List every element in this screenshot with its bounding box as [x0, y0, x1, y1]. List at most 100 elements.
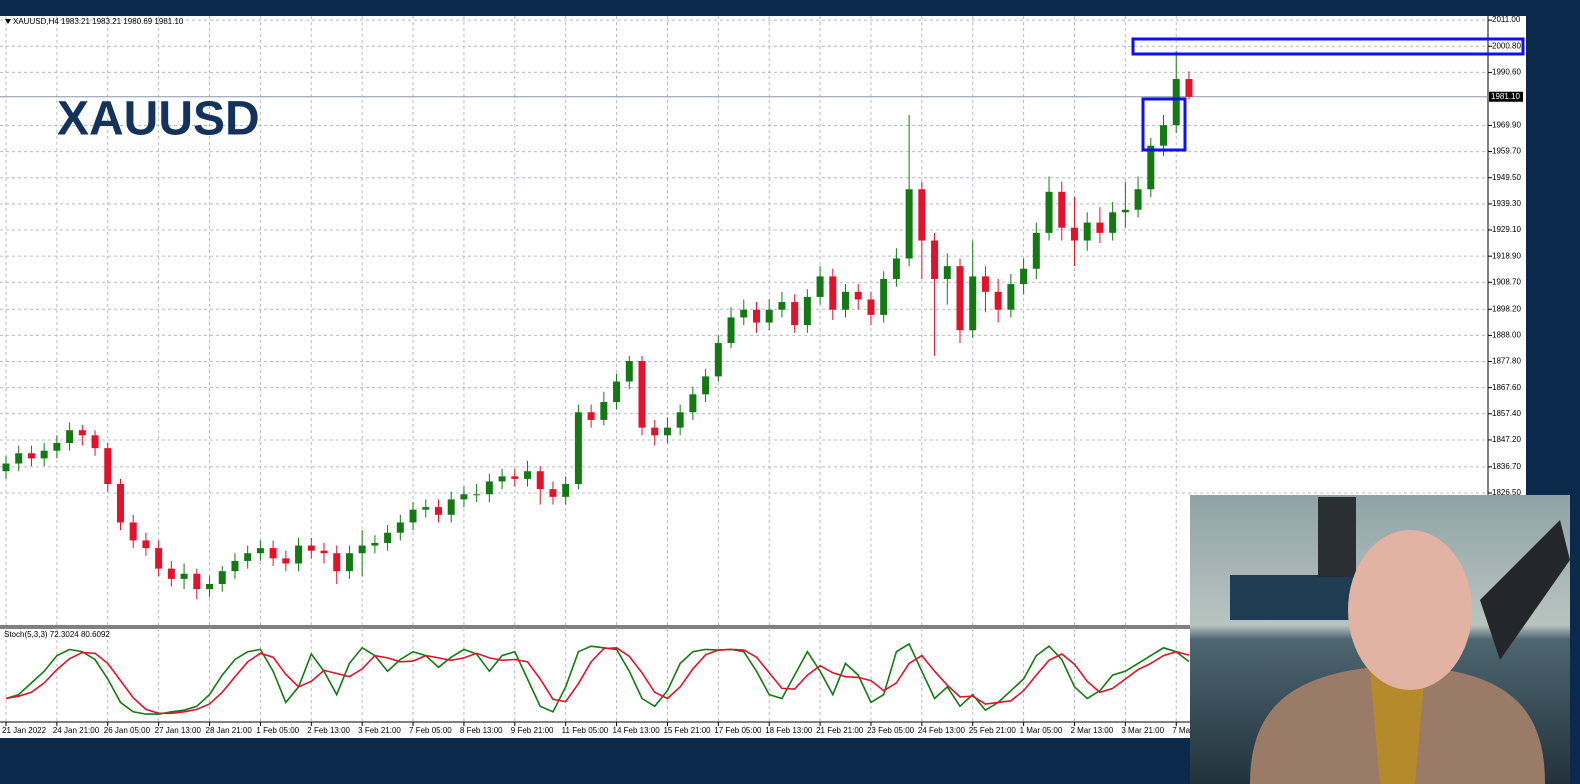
candle-body: [396, 522, 404, 533]
candle-body: [562, 484, 570, 497]
candle-body: [498, 476, 506, 482]
y-tick-label: 1867.60: [1492, 383, 1521, 392]
candle-body: [1058, 191, 1066, 228]
candle-body: [1172, 79, 1180, 126]
candle-body: [320, 550, 328, 554]
candle-body: [752, 309, 760, 323]
last-price-box: [1489, 91, 1523, 102]
candle-body: [193, 573, 201, 590]
candle-body: [727, 317, 735, 344]
candle-body: [1070, 227, 1078, 241]
face: [1348, 530, 1472, 690]
x-tick-label: 28 Jan 21:00: [206, 726, 253, 735]
y-tick-label: 1908.70: [1492, 277, 1521, 286]
x-tick-label: 1 Feb 05:00: [256, 726, 299, 735]
candle-body: [206, 583, 214, 590]
candle-body: [333, 553, 341, 572]
x-tick-label: 21 Feb 21:00: [816, 726, 864, 735]
highlight-box: [1131, 37, 1525, 56]
candle-body: [256, 548, 264, 554]
candle-body: [905, 189, 913, 259]
candle-body: [129, 522, 137, 541]
candle-body: [1185, 79, 1193, 97]
y-tick-label: 1959.70: [1492, 147, 1521, 156]
candle-body: [53, 443, 61, 451]
candle-body: [931, 240, 939, 279]
candle-body: [244, 553, 252, 561]
candle-body: [345, 553, 353, 572]
y-tick-label: 1918.90: [1492, 251, 1521, 260]
x-tick-label: 23 Feb 05:00: [867, 726, 915, 735]
microphone: [1480, 520, 1570, 660]
x-tick-label: 17 Feb 05:00: [714, 726, 762, 735]
candle-body: [791, 302, 799, 326]
candle-body: [218, 571, 226, 584]
x-tick-label: 8 Feb 13:00: [460, 726, 503, 735]
candle-body: [66, 430, 74, 444]
candle-body: [1083, 222, 1091, 241]
y-tick-label: 1826.50: [1492, 488, 1521, 497]
candle-body: [714, 343, 722, 377]
candle-body: [155, 548, 163, 569]
candle-body: [943, 266, 951, 279]
candle-body: [104, 448, 112, 485]
candle-body: [1160, 125, 1168, 146]
candle-body: [842, 291, 850, 310]
y-tick-label: 1898.20: [1492, 304, 1521, 313]
candle-body: [473, 494, 481, 496]
candle-body: [638, 360, 646, 428]
candle-body: [409, 509, 417, 523]
candle-body: [803, 296, 811, 326]
candle-body: [1147, 145, 1155, 190]
candle-body: [282, 558, 290, 564]
candle-body: [116, 484, 124, 523]
candle-body: [663, 427, 671, 436]
x-tick-label: 24 Jan 21:00: [53, 726, 100, 735]
x-tick-label: 18 Feb 13:00: [765, 726, 813, 735]
x-tick-label: 7 Feb 05:00: [409, 726, 452, 735]
candle-body: [27, 453, 35, 459]
candle-body: [1020, 268, 1028, 285]
y-tick-label: 1990.60: [1492, 67, 1521, 76]
candle-body: [702, 376, 710, 395]
x-tick-label: 25 Feb 21:00: [969, 726, 1017, 735]
stoch-label: Stoch(5,3,3) 72.3024 80.6092: [4, 630, 110, 639]
candle-body: [460, 494, 468, 500]
candle-body: [91, 435, 99, 449]
candle-body: [1007, 284, 1015, 310]
candle-body: [867, 299, 875, 315]
candle-body: [676, 412, 684, 428]
candle-body: [78, 430, 86, 436]
candle-body: [485, 481, 493, 495]
x-tick-label: 11 Feb 05:00: [562, 726, 609, 735]
x-tick-label: 1 Mar 05:00: [1020, 726, 1063, 735]
candle-body: [447, 499, 455, 515]
x-tick-label: 3 Feb 21:00: [358, 726, 401, 735]
candle-body: [511, 476, 519, 479]
y-tick-label: 2011.00: [1492, 15, 1521, 24]
y-tick-label: 1969.90: [1492, 121, 1521, 130]
candle-body: [434, 507, 442, 515]
rig: [1230, 575, 1360, 620]
candle-body: [549, 489, 557, 497]
y-tick-label: 1949.50: [1492, 173, 1521, 182]
last-price-label: 1981.10: [1491, 92, 1520, 101]
candle-body: [142, 540, 150, 549]
y-tick-label: 1939.30: [1492, 199, 1521, 208]
x-tick-label: 27 Jan 13:00: [155, 726, 202, 735]
candle-body: [892, 258, 900, 279]
candle-body: [536, 471, 544, 490]
rig-tower: [1318, 497, 1356, 577]
candle-body: [1032, 232, 1040, 269]
x-tick-label: 26 Jan 05:00: [104, 726, 151, 735]
candle-body: [613, 381, 621, 403]
collapse-icon: [5, 19, 11, 24]
x-tick-label: 14 Feb 13:00: [613, 726, 661, 735]
candle-body: [651, 427, 659, 436]
candle-body: [167, 568, 175, 579]
candle-body: [1045, 191, 1053, 233]
x-tick-label: 21 Jan 2022: [2, 726, 47, 735]
candle-body: [689, 394, 697, 413]
x-tick-label: 9 Feb 21:00: [511, 726, 554, 735]
